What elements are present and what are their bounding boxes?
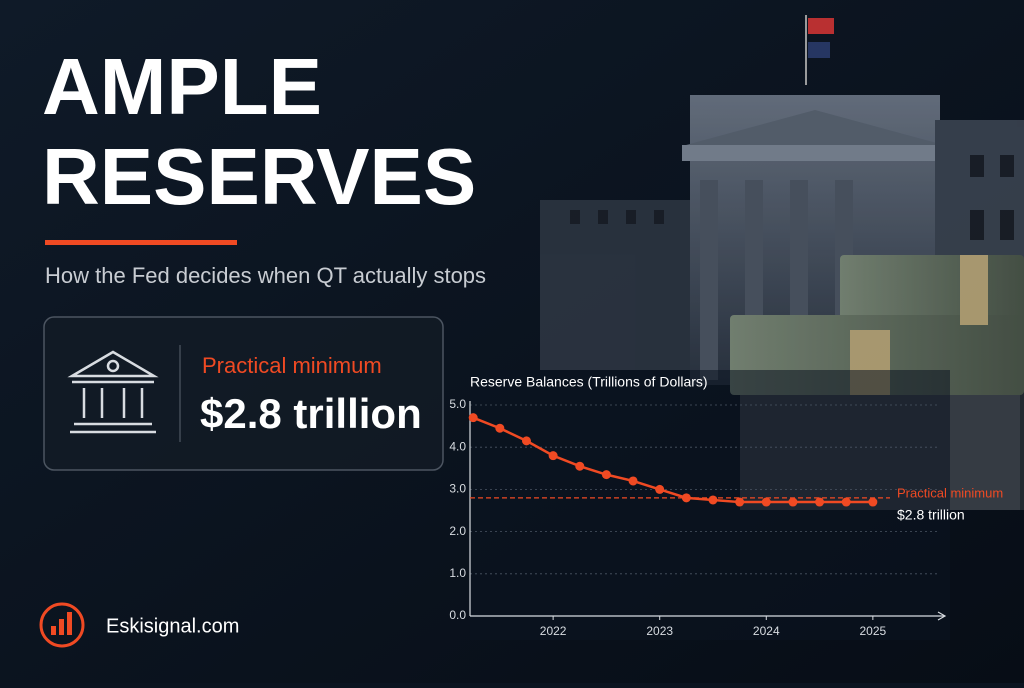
x-tick-label: 2025 bbox=[860, 624, 887, 638]
accent-bar bbox=[45, 240, 237, 245]
x-tick-label: 2022 bbox=[540, 624, 567, 638]
x-tick-label: 2023 bbox=[646, 624, 673, 638]
data-point bbox=[575, 461, 585, 471]
logo bbox=[39, 602, 85, 648]
brand: Eskisignal.com bbox=[106, 615, 239, 637]
chart: 0.0 1.0 2.0 3.0 4.0 5.0 2022 2023 2024 2025 Practi… bbox=[449, 397, 1003, 638]
data-point bbox=[708, 495, 718, 505]
data-line bbox=[472, 416, 873, 504]
y-tick-label: 5.0 bbox=[449, 397, 466, 411]
data-point bbox=[521, 436, 531, 446]
title: RESERVES bbox=[42, 132, 476, 221]
y-tick-label: 1.0 bbox=[449, 566, 466, 580]
data-point bbox=[601, 470, 611, 480]
data-point bbox=[868, 497, 878, 507]
data-point bbox=[655, 484, 665, 494]
data-point bbox=[495, 423, 505, 433]
data-point bbox=[735, 497, 745, 507]
x-axis-arrow bbox=[937, 611, 947, 621]
x-tick-label: 2024 bbox=[753, 624, 780, 638]
data-point bbox=[761, 497, 771, 507]
data-point bbox=[841, 497, 851, 507]
chart-title: Reserve Balances (Trillions of Dollars) bbox=[470, 374, 708, 390]
data-point bbox=[468, 413, 478, 423]
reference-value-label: $2.8 trillion bbox=[897, 507, 965, 523]
card-label: Practical minimum bbox=[202, 353, 382, 378]
card-value: $2.8 trillion bbox=[200, 390, 422, 437]
data-point bbox=[628, 476, 638, 486]
chart-backdrop bbox=[470, 370, 950, 640]
data-point bbox=[788, 497, 798, 507]
title: AMPLE bbox=[42, 42, 322, 131]
y-tick-label: 2.0 bbox=[449, 524, 466, 538]
y-tick-label: 0.0 bbox=[449, 608, 466, 622]
logo-bars bbox=[51, 612, 72, 635]
data-point bbox=[681, 493, 691, 503]
bank-icon bbox=[67, 350, 159, 434]
reference-label: Practical minimum bbox=[897, 485, 1003, 500]
subtitle: How the Fed decides when QT actually sto… bbox=[45, 263, 486, 288]
y-tick-label: 4.0 bbox=[449, 439, 466, 453]
data-point bbox=[815, 497, 825, 507]
data-point bbox=[548, 451, 558, 461]
y-tick-label: 3.0 bbox=[449, 482, 466, 496]
